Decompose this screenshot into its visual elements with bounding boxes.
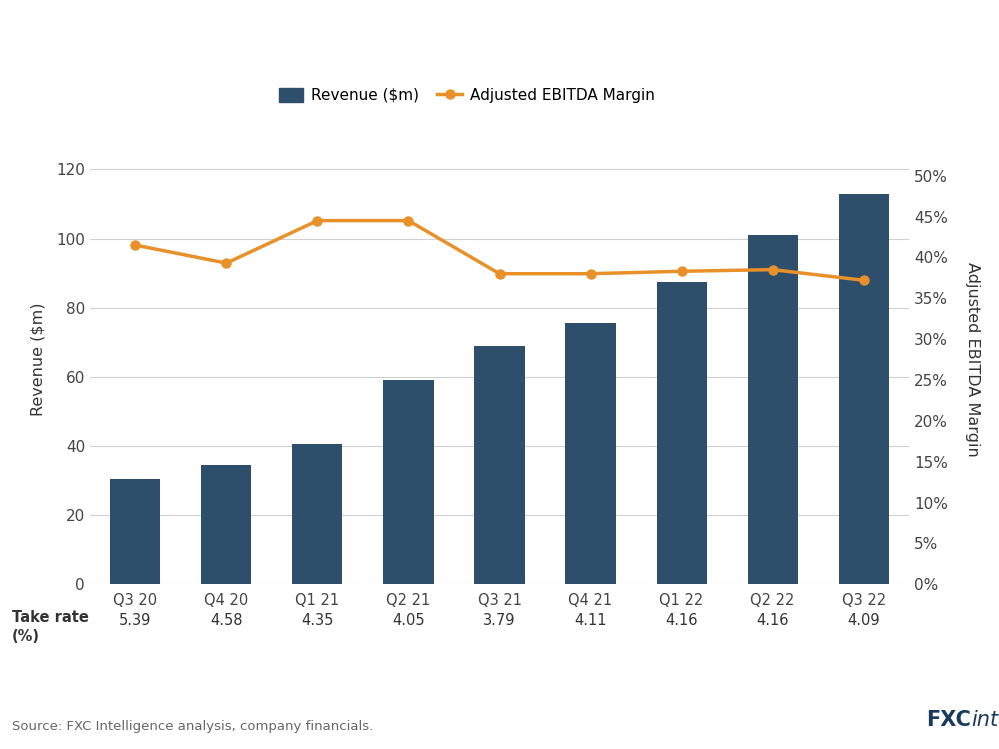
Text: 4.05: 4.05 [393,613,425,628]
Bar [202,465,252,584]
Text: 3.79: 3.79 [484,613,515,628]
Bar [565,324,615,584]
Bar [656,282,706,584]
Text: 4.16: 4.16 [756,613,789,628]
Text: dLocal revenues rise, profitability dips slightly: dLocal revenues rise, profitability dips… [15,16,783,44]
Text: 4.16: 4.16 [665,613,697,628]
Text: 4.09: 4.09 [847,613,880,628]
Text: dLocal quarterly revenues and adjusted EBITDA margin, 2020-2022: dLocal quarterly revenues and adjusted E… [15,73,624,91]
Text: Source: FXC Intelligence analysis, company financials.: Source: FXC Intelligence analysis, compa… [12,720,374,733]
Y-axis label: Revenue ($m): Revenue ($m) [30,303,45,416]
Bar [838,193,888,584]
Y-axis label: Adjusted EBITDA Margin: Adjusted EBITDA Margin [965,262,980,457]
Text: FXC: FXC [926,710,971,730]
Text: 4.11: 4.11 [574,613,606,628]
Text: 4.35: 4.35 [302,613,334,628]
Bar [384,380,434,584]
Bar [293,444,343,584]
Text: 4.58: 4.58 [210,613,243,628]
Text: intelligence: intelligence [971,710,999,730]
Legend: Revenue ($m), Adjusted EBITDA Margin: Revenue ($m), Adjusted EBITDA Margin [273,82,660,109]
Bar [747,235,797,584]
Text: 5.39: 5.39 [119,613,152,628]
Text: Take rate
(%): Take rate (%) [12,610,89,644]
Bar [475,346,524,584]
Bar [110,479,161,584]
